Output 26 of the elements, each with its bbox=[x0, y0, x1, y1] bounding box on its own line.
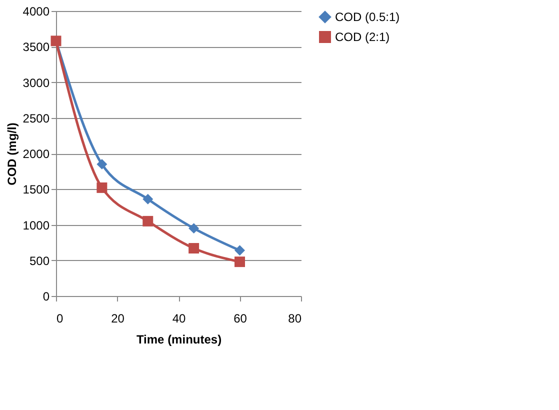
y-tick-label: 4000 bbox=[22, 4, 50, 18]
legend-label: COD (0.5:1) bbox=[335, 10, 400, 24]
y-tick-label: 0 bbox=[42, 290, 50, 304]
x-tick-label: 60 bbox=[234, 312, 248, 326]
x-tick-label: 0 bbox=[56, 312, 64, 326]
x-tick-label: 40 bbox=[172, 312, 186, 326]
point bbox=[234, 245, 245, 256]
point bbox=[142, 216, 154, 226]
x-tick-label: 20 bbox=[111, 312, 125, 326]
point bbox=[188, 223, 200, 234]
point bbox=[96, 158, 108, 170]
y-tick-label: 3000 bbox=[22, 76, 50, 90]
y-tick-label: 500 bbox=[29, 254, 50, 268]
point bbox=[142, 194, 154, 204]
x-axis-title: Time (minutes) bbox=[136, 332, 222, 346]
y-tick-label: 2500 bbox=[22, 111, 50, 126]
y-tick-label: 1500 bbox=[22, 182, 50, 197]
legend-label: COD (2:1) bbox=[335, 30, 390, 44]
point bbox=[234, 256, 245, 268]
y-tick-label: 2000 bbox=[22, 147, 50, 161]
point bbox=[96, 182, 108, 193]
y-tick-label: 1000 bbox=[22, 218, 50, 232]
y-axis-title: COD (mg/l) bbox=[4, 122, 19, 186]
x-tick-label: 80 bbox=[288, 312, 302, 326]
point bbox=[188, 243, 200, 254]
y-tick-label: 3500 bbox=[22, 40, 50, 54]
